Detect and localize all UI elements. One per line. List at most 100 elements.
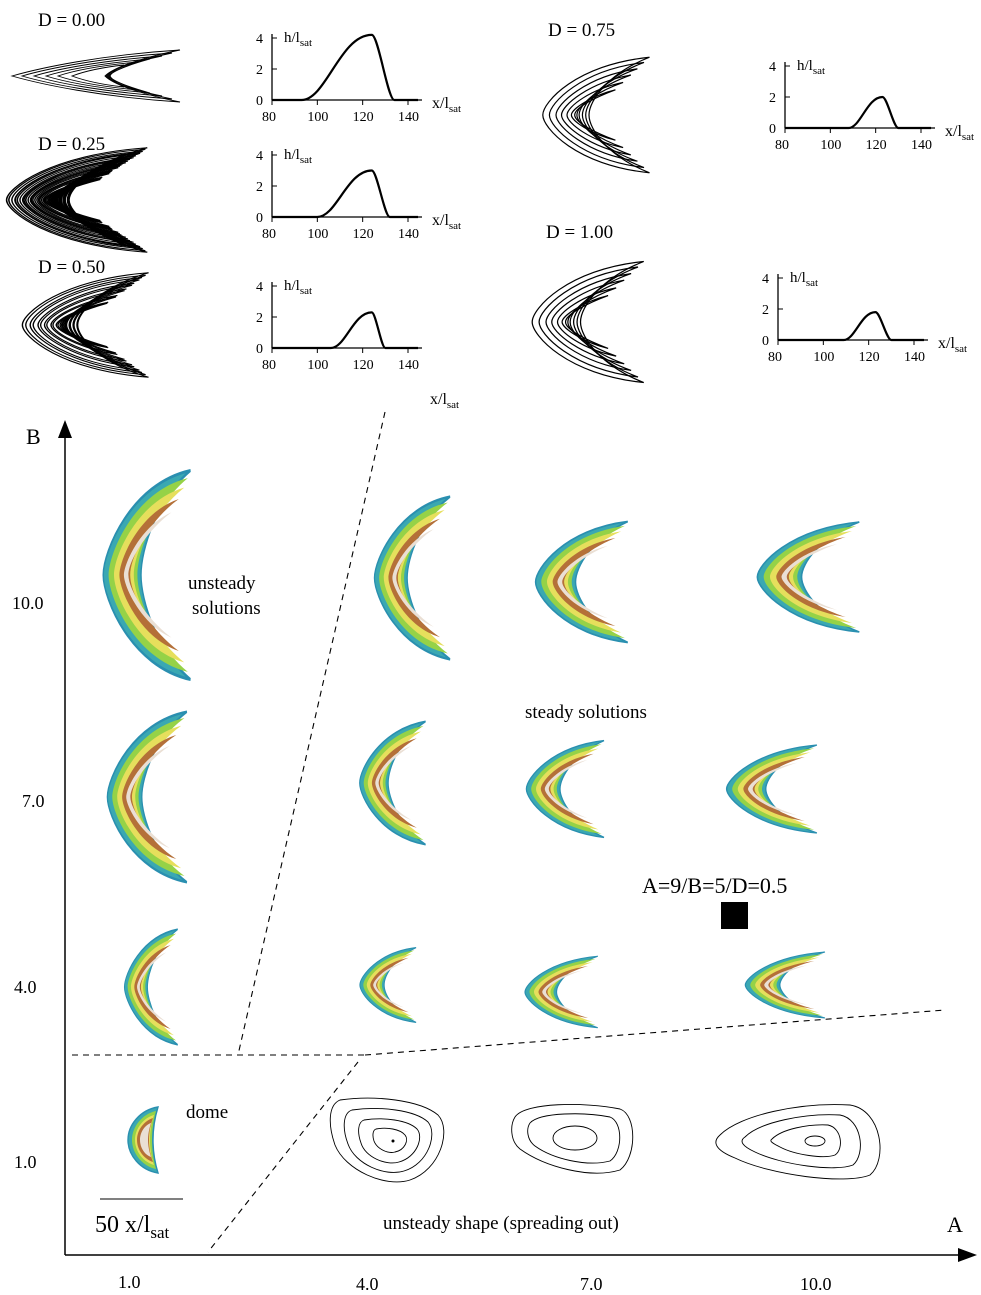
x-axis-label: A [947, 1212, 963, 1237]
shape-a1-b10 [101, 468, 193, 682]
profile-y-tick: 2 [256, 63, 263, 78]
profile-x-tick: 120 [859, 350, 880, 365]
profile-curve [272, 169, 418, 219]
profile-x-tick: 100 [307, 358, 328, 373]
profile-ylabel: h/lsat [284, 30, 312, 49]
d-label-2: D = 0.50 [38, 257, 105, 278]
profile-ylabel: h/lsat [797, 58, 825, 77]
profile-y-tick: 2 [762, 303, 769, 318]
x-axis-arrow [958, 1248, 977, 1262]
shape-d-0-00 [10, 49, 181, 103]
shape-d-0-25 [5, 146, 149, 254]
profile-x-tick: 140 [398, 358, 419, 373]
profile-plot-1: 0 2 4 80 100 120 140 h/lsat x/lsat [256, 147, 461, 242]
profile-y-tick: 0 [256, 94, 263, 109]
profile-curve [272, 311, 418, 350]
label-unsteady-2: solutions [192, 598, 261, 619]
profile-ylabel: h/lsat [790, 270, 818, 289]
x-tick-7: 7.0 [580, 1274, 603, 1294]
shape-d-0-50 [21, 272, 150, 378]
x-tick-4: 4.0 [356, 1274, 379, 1294]
y-axis-arrow [58, 420, 72, 438]
y-axis-label: B [26, 424, 41, 449]
shape-a1-b4 [123, 928, 179, 1046]
profile-x-tick: 140 [398, 110, 419, 125]
profile-y-tick: 4 [256, 32, 263, 47]
label-unsteady-1: unsteady [188, 573, 256, 594]
profile-y-tick: 0 [256, 211, 263, 226]
shape-a7-b7 [525, 739, 605, 839]
profile-y-tick: 2 [256, 180, 263, 195]
profile-x-tick: 80 [262, 227, 276, 242]
profile-plot-3: 0 2 4 80 100 120 140 h/lsat x/lsat [769, 58, 974, 153]
height-profile-plots: 0 2 4 80 100 120 140 h/lsat x/lsat 0 2 4 80 100 120 140… [256, 30, 974, 373]
profile-x-tick: 140 [911, 138, 932, 153]
d-label-1: D = 0.25 [38, 134, 105, 155]
shape-a4-b10 [373, 495, 452, 661]
shape-dome [127, 1106, 160, 1174]
profile-y-tick: 4 [762, 272, 769, 287]
x-tick-10: 10.0 [800, 1274, 832, 1294]
shape-a10-b7 [725, 744, 818, 834]
profile-x-tick: 100 [820, 138, 841, 153]
profile-x-tick: 120 [353, 227, 374, 242]
profile-x-tick: 140 [904, 350, 925, 365]
profile-curve [778, 310, 924, 342]
shape-a1-b7 [106, 710, 189, 884]
d-label-3: D = 0.75 [548, 20, 615, 41]
profile-x-tick: 100 [307, 227, 328, 242]
phase-diagram: B A 10.0 7.0 4.0 1.0 1.0 4.0 7.0 10.0 [12, 411, 977, 1294]
y-tick-4: 4.0 [14, 977, 37, 997]
profile-y-tick: 2 [769, 91, 776, 106]
profile-x-tick: 100 [813, 350, 834, 365]
shape-a4-b7 [358, 720, 427, 846]
profile-y-tick: 0 [769, 122, 776, 137]
shape-a4-b4 [359, 947, 417, 1023]
y-tick-7: 7.0 [22, 791, 45, 811]
profile-curve [785, 95, 931, 130]
profile-xlabel: x/lsat [432, 212, 461, 232]
x-tick-1: 1.0 [118, 1272, 141, 1292]
profile-plot-0: 0 2 4 80 100 120 140 h/lsat x/lsat [256, 30, 461, 125]
solution-shapes [101, 468, 881, 1183]
profile-x-tick: 80 [768, 350, 782, 365]
shape-spread-a4 [329, 1097, 445, 1183]
y-tick-10: 10.0 [12, 593, 44, 613]
shape-spread-a10 [715, 1104, 881, 1180]
profile-xlabel: x/lsat [945, 123, 974, 143]
profile-y-tick: 4 [256, 149, 263, 164]
d-labels: D = 0.00 D = 0.25 D = 0.50 D = 0.75 D = … [38, 10, 615, 278]
d-label-4: D = 1.00 [546, 222, 613, 243]
profile-y-tick: 4 [256, 280, 263, 295]
profile-x-tick: 120 [353, 358, 374, 373]
top-shape-thumbnails [5, 49, 651, 384]
shape-d-0-75 [542, 56, 651, 174]
region-boundaries [72, 411, 946, 1253]
profile-2-xlabel-extra: x/lsat [430, 391, 459, 411]
shape-a10-b10 [756, 521, 861, 633]
profile-x-tick: 80 [775, 138, 789, 153]
shape-a7-b10 [534, 520, 629, 644]
profile-y-tick: 0 [256, 342, 263, 357]
profile-y-tick: 0 [762, 334, 769, 349]
scale-label: 50 x/lsat [95, 1212, 170, 1242]
profile-ylabel: h/lsat [284, 147, 312, 166]
shape-spread-a7 [511, 1104, 634, 1174]
profile-x-tick: 140 [398, 227, 419, 242]
profile-ylabel: h/lsat [284, 278, 312, 297]
shape-a10-b4 [744, 951, 826, 1019]
label-steady: steady solutions [525, 702, 647, 723]
profile-y-tick: 2 [256, 311, 263, 326]
d-label-0: D = 0.00 [38, 10, 105, 31]
profile-x-tick: 120 [353, 110, 374, 125]
profile-xlabel: x/lsat [432, 95, 461, 115]
profile-y-tick: 4 [769, 60, 776, 75]
profile-x-tick: 80 [262, 358, 276, 373]
profile-plot-2: 0 2 4 80 100 120 140 h/lsat [256, 278, 422, 373]
profile-curve [272, 33, 418, 102]
profile-x-tick: 80 [262, 110, 276, 125]
marker-square [721, 902, 748, 929]
profile-x-tick: 120 [866, 138, 887, 153]
y-tick-1: 1.0 [14, 1152, 37, 1172]
